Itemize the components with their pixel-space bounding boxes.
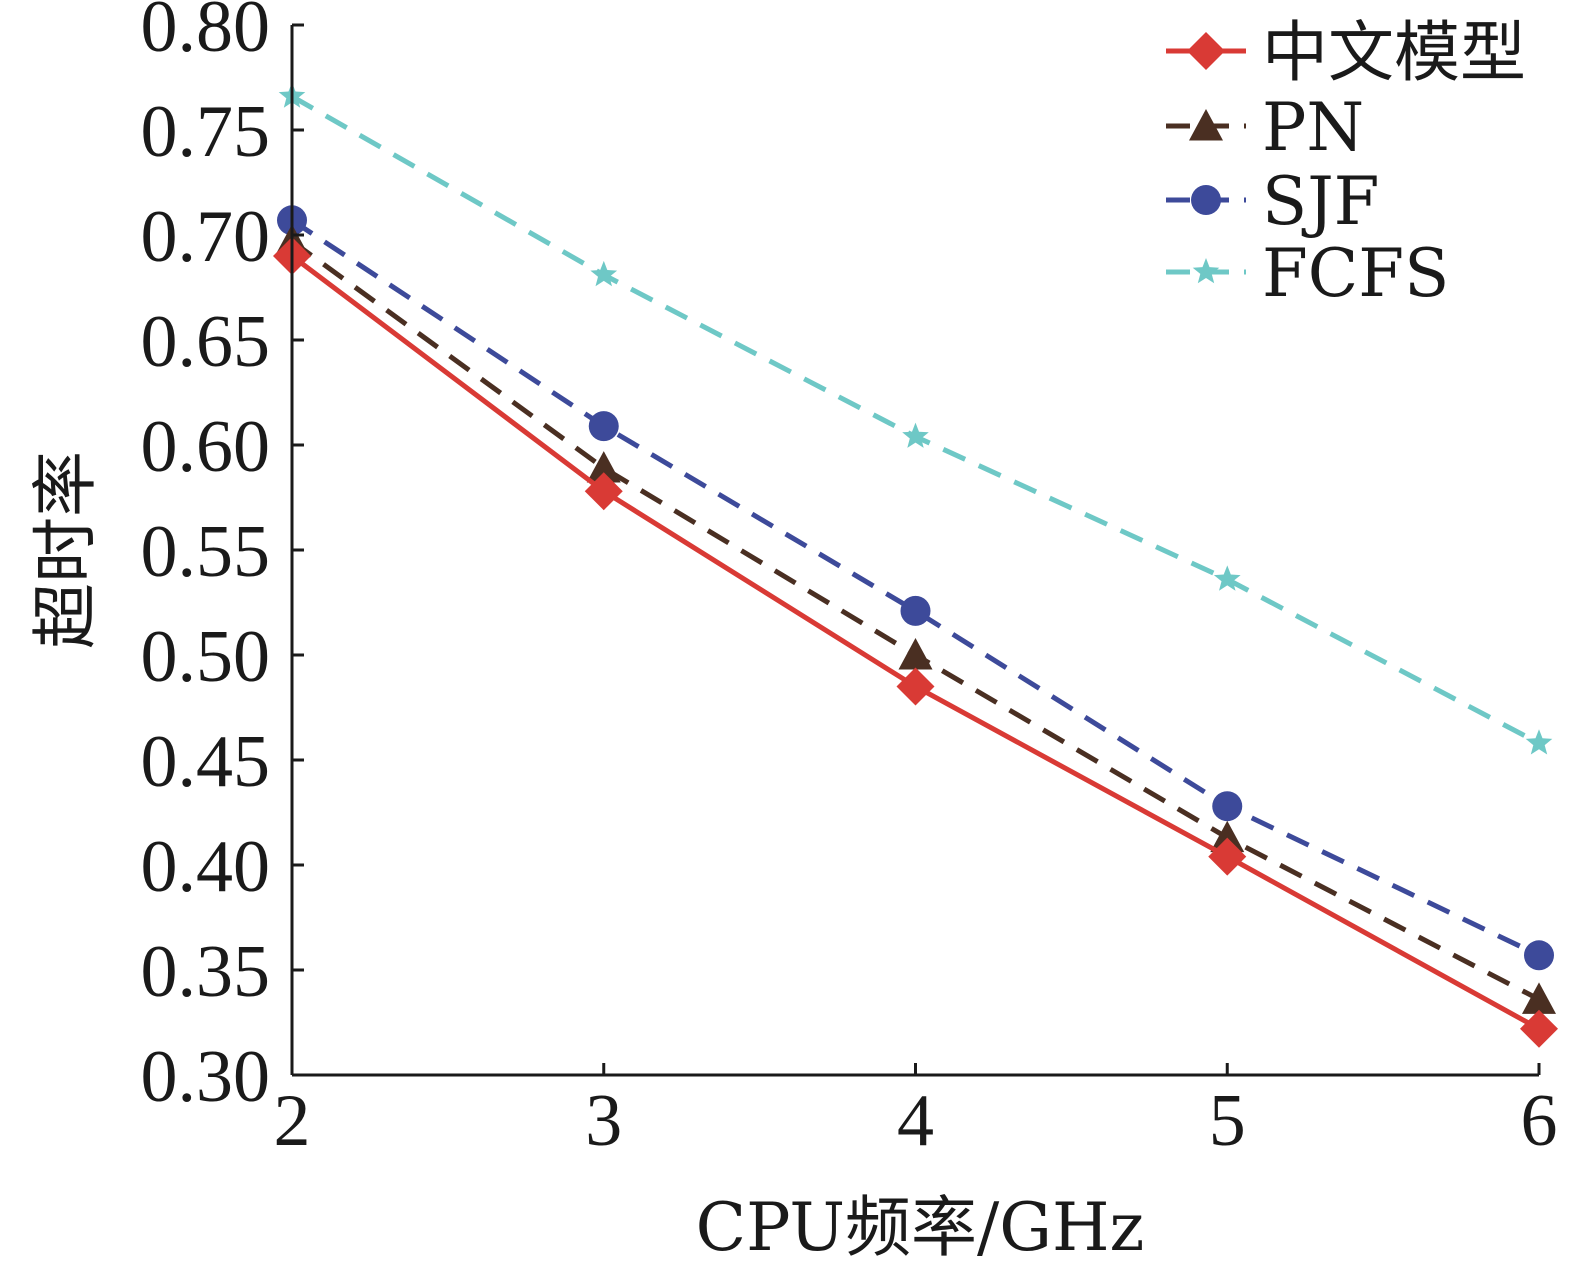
x-tick-label: 4 xyxy=(897,1080,934,1162)
data-point xyxy=(590,260,618,287)
data-point xyxy=(1524,940,1554,971)
series-SJF xyxy=(277,205,1554,971)
data-point xyxy=(900,595,931,626)
legend-item: FCFS xyxy=(1166,235,1449,312)
data-point xyxy=(896,667,935,706)
data-point xyxy=(1525,729,1553,755)
legend-label: 中文模型 xyxy=(1262,14,1526,91)
series-line xyxy=(290,218,1541,958)
legend-item: PN xyxy=(1166,89,1364,166)
y-tick-label: 0.55 xyxy=(141,511,271,593)
legend-label: FCFS xyxy=(1262,235,1449,312)
data-point xyxy=(902,422,929,448)
y-tick-label: 0.60 xyxy=(141,406,271,488)
legend-marker xyxy=(1191,185,1221,215)
x-tick-label: 2 xyxy=(274,1080,311,1162)
x-ticks: 2 3 4 5 6 xyxy=(274,1063,1558,1162)
data-point xyxy=(1210,820,1245,853)
data-point xyxy=(586,451,621,483)
legend-item: 中文模型 xyxy=(1166,14,1526,91)
data-point xyxy=(1208,837,1247,876)
y-tick-label: 0.80 xyxy=(141,0,271,68)
y-tick-label: 0.50 xyxy=(141,616,271,698)
y-tick-label: 0.75 xyxy=(141,91,271,173)
legend-label: SJF xyxy=(1262,163,1379,240)
y-tick-label: 0.45 xyxy=(141,721,271,803)
data-point xyxy=(1212,791,1243,822)
legend-label: PN xyxy=(1262,89,1364,166)
y-axis-title: 超时率 xyxy=(27,451,104,649)
y-ticks: 0.30 0.35 0.40 0.45 0.50 0.55 0.60 0.65 0.70 0.75… xyxy=(141,0,304,1118)
y-tick-label: 0.40 xyxy=(141,826,271,908)
y-tick-label: 0.30 xyxy=(141,1036,271,1118)
plot-lines xyxy=(273,82,1558,1048)
x-tick-label: 3 xyxy=(585,1080,622,1162)
y-tick-label: 0.65 xyxy=(141,301,271,383)
data-point xyxy=(1522,982,1556,1014)
legend-marker xyxy=(1187,32,1225,70)
legend-marker xyxy=(1192,258,1220,284)
legend-marker xyxy=(1189,109,1223,141)
x-tick-label: 6 xyxy=(1521,1080,1558,1162)
x-tick-label: 5 xyxy=(1209,1080,1246,1162)
y-tick-label: 0.35 xyxy=(141,931,271,1013)
data-point xyxy=(584,472,623,511)
y-tick-label: 0.70 xyxy=(141,196,271,278)
series-中文模型 xyxy=(273,237,1558,1048)
data-point xyxy=(898,638,933,670)
data-point xyxy=(1213,565,1241,591)
data-point xyxy=(588,411,619,442)
legend-item: SJF xyxy=(1166,163,1379,240)
data-point xyxy=(1520,1009,1558,1048)
x-axis-title: CPU频率/GHz xyxy=(696,1189,1145,1266)
